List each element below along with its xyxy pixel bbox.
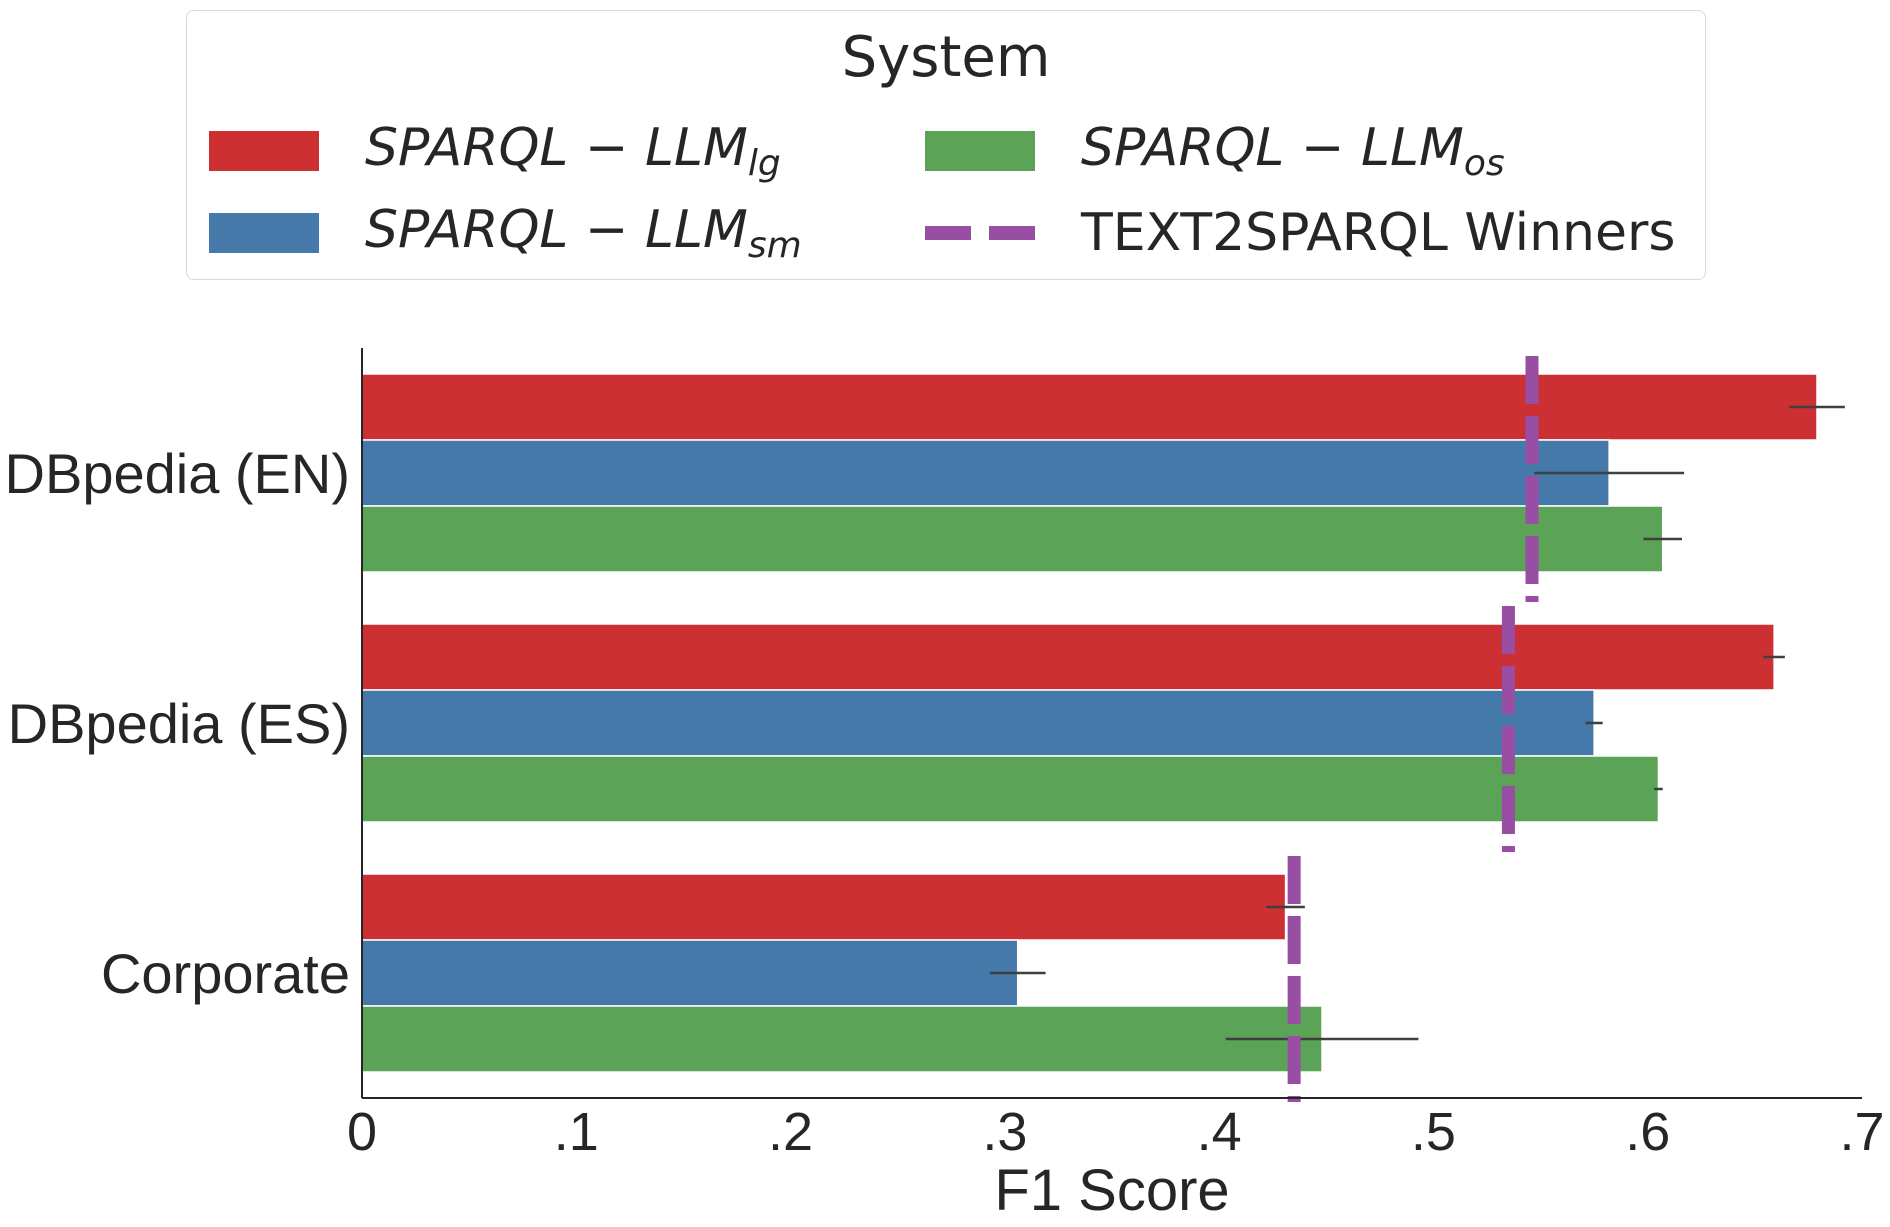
bar-lg-1 xyxy=(361,623,1775,691)
x-tick-label-5: .5 xyxy=(1411,1102,1456,1162)
y-tick-label-0: DBpedia (EN) xyxy=(5,442,350,505)
x-tick-label-7: .7 xyxy=(1839,1102,1884,1162)
x-tick-label-3: .3 xyxy=(982,1102,1027,1162)
legend-item-lg: SPARQL − LLMlg xyxy=(209,118,781,184)
legend-dash-winners xyxy=(925,226,1035,240)
x-tick-label-4: .4 xyxy=(1197,1102,1242,1162)
legend-label-os: SPARQL − LLMos xyxy=(1081,118,1505,184)
legend-label-lg: SPARQL − LLMlg xyxy=(365,118,781,184)
legend-item-winners: TEXT2SPARQL Winners xyxy=(925,201,1675,265)
bar-os-1 xyxy=(361,755,1660,823)
bars-layer xyxy=(361,373,1818,1073)
y-tick-labels: DBpedia (EN) DBpedia (ES) Corporate xyxy=(5,442,350,1005)
x-axis-label: F1 Score xyxy=(994,1158,1229,1223)
legend-swatch-lg xyxy=(209,131,319,171)
bar-lg-2 xyxy=(361,873,1287,941)
y-tick-label-2: Corporate xyxy=(101,942,350,1005)
x-tick-label-1: .1 xyxy=(554,1102,599,1162)
error-bars-layer xyxy=(989,405,1845,1041)
bar-sm-0 xyxy=(361,439,1610,507)
bar-os-2 xyxy=(361,1005,1323,1073)
legend-label-sm: SPARQL − LLMsm xyxy=(365,200,802,266)
legend: System SPARQL − LLMlg SPARQL − LLMos SPA… xyxy=(186,10,1706,280)
x-tick-label-2: .2 xyxy=(768,1102,813,1162)
legend-swatch-sm xyxy=(209,213,319,253)
axes xyxy=(361,348,1862,1099)
bar-os-0 xyxy=(361,505,1664,573)
x-tick-label-0: 0 xyxy=(347,1102,377,1162)
legend-item-sm: SPARQL − LLMsm xyxy=(209,200,802,266)
legend-item-os: SPARQL − LLMos xyxy=(925,118,1505,184)
legend-title: System xyxy=(841,25,1051,90)
x-tick-label-6: .6 xyxy=(1625,1102,1670,1162)
legend-swatch-os xyxy=(925,131,1035,171)
x-tick-labels: 0 .1 .2 .3 .4 .5 .6 .7 xyxy=(347,1102,1885,1162)
y-tick-label-1: DBpedia (ES) xyxy=(8,692,350,755)
bar-sm-1 xyxy=(361,689,1595,757)
bar-lg-0 xyxy=(361,373,1818,441)
legend-label-winners: TEXT2SPARQL Winners xyxy=(1081,203,1676,263)
winner-lines-layer xyxy=(1287,356,1539,1102)
bar-sm-2 xyxy=(361,939,1019,1007)
